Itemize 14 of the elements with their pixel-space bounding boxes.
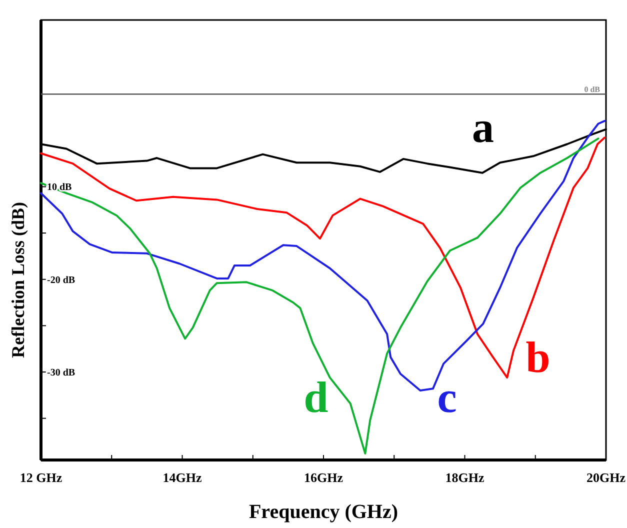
series-label: b: [526, 333, 550, 382]
x-tick-label: 18GHz: [445, 470, 484, 485]
series-label: d: [304, 373, 328, 422]
x-tick-label: 20GHz: [586, 470, 626, 485]
x-tick-label: 14GHz: [162, 470, 202, 485]
x-axis-title: Frequency (GHz): [248, 501, 398, 523]
series-label: a: [472, 103, 494, 152]
series-label: c: [437, 373, 457, 422]
x-tick-label: 16GHz: [304, 470, 344, 485]
y-tick-label: -20 dB: [47, 274, 76, 286]
x-tick-label: 12 GHz: [20, 470, 62, 485]
ref-line-label: 0 dB: [584, 85, 601, 94]
y-axis-title: Reflection Loss (dB): [8, 202, 28, 358]
y-tick-label: -30 dB: [47, 368, 76, 378]
